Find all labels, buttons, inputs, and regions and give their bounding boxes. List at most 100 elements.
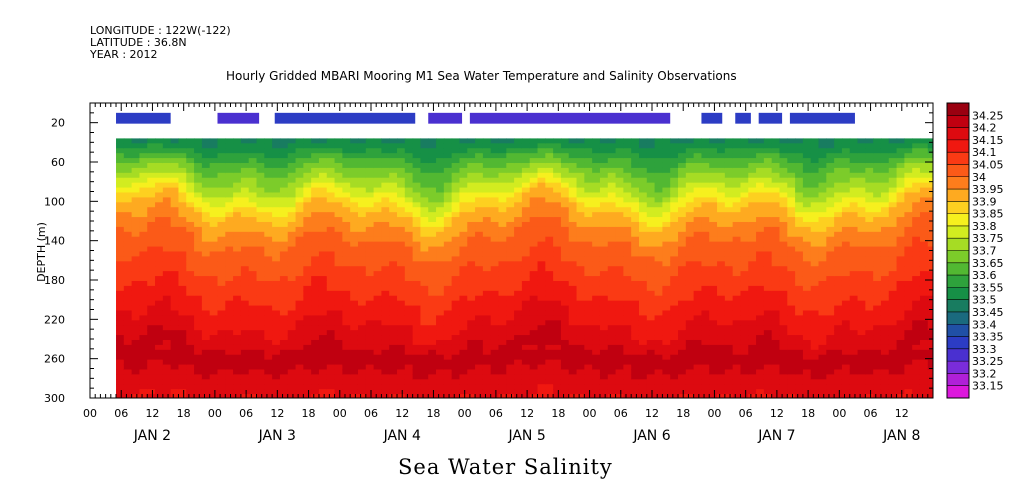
- heatmap-cell: [779, 221, 788, 228]
- heatmap-cell: [287, 389, 297, 395]
- heatmap-cell: [818, 315, 827, 321]
- heatmap-cell: [482, 241, 492, 248]
- heatmap-cell: [670, 167, 679, 174]
- heatmap-cell: [740, 207, 749, 213]
- heatmap-cell: [709, 226, 718, 233]
- heatmap-cell: [599, 315, 609, 321]
- heatmap-cell: [779, 138, 788, 144]
- heatmap-cell: [545, 236, 554, 243]
- heatmap-cell: [732, 182, 742, 189]
- heatmap-cell: [186, 384, 195, 390]
- heatmap-cell: [818, 280, 827, 287]
- heatmap-cell: [631, 172, 640, 179]
- heatmap-cell: [709, 290, 718, 297]
- heatmap-cell: [498, 280, 507, 287]
- heatmap-cell: [756, 305, 765, 312]
- heatmap-cell: [350, 369, 359, 375]
- heatmap-cell: [654, 207, 664, 213]
- heatmap-cell: [420, 384, 429, 390]
- heatmap-cell: [123, 221, 133, 228]
- heatmap-cell: [748, 285, 757, 292]
- heatmap-cell: [795, 177, 804, 184]
- heatmap-cell: [194, 197, 203, 203]
- heatmap-cell: [279, 374, 289, 380]
- heatmap-cell: [225, 167, 234, 174]
- heatmap-cell: [459, 251, 468, 257]
- heatmap-cell: [443, 394, 453, 398]
- heatmap-cell: [256, 369, 265, 375]
- heatmap-cell: [357, 315, 367, 321]
- heatmap-cell: [397, 315, 406, 321]
- heatmap-cell: [826, 182, 835, 189]
- heatmap-cell: [162, 335, 172, 341]
- heatmap-cell: [678, 310, 687, 316]
- heatmap-cell: [498, 325, 507, 331]
- heatmap-cell: [615, 320, 624, 326]
- heatmap-cell: [334, 290, 343, 297]
- heatmap-cell: [514, 290, 523, 297]
- heatmap-cell: [155, 364, 164, 371]
- heatmap-cell: [365, 315, 375, 321]
- heatmap-cell: [443, 315, 453, 321]
- heatmap-cell: [787, 369, 796, 375]
- heatmap-cell: [584, 236, 593, 243]
- heatmap-cell: [381, 394, 390, 398]
- heatmap-cell: [326, 295, 336, 302]
- heatmap-cell: [311, 280, 320, 287]
- heatmap-cell: [576, 310, 585, 316]
- heatmap-cell: [264, 167, 273, 174]
- heatmap-cell: [717, 167, 726, 174]
- heatmap-cell: [763, 207, 773, 213]
- heatmap-cell: [678, 143, 687, 149]
- heatmap-cell: [318, 182, 328, 189]
- heatmap-cell: [724, 177, 734, 184]
- heatmap-cell: [685, 217, 695, 223]
- heatmap-cell: [576, 374, 585, 380]
- heatmap-cell: [428, 202, 437, 208]
- heatmap-cell: [584, 394, 593, 398]
- heatmap-cell: [264, 192, 273, 198]
- heatmap-cell: [162, 202, 172, 208]
- heatmap-cell: [318, 295, 328, 302]
- heatmap-cell: [514, 374, 523, 380]
- heatmap-cell: [670, 221, 679, 228]
- heatmap-cell: [155, 369, 164, 375]
- heatmap-cell: [342, 389, 351, 395]
- heatmap-cell: [318, 379, 328, 385]
- heatmap-cell: [436, 256, 445, 262]
- heatmap-cell: [740, 315, 749, 321]
- heatmap-cell: [373, 212, 383, 218]
- heatmap-cell: [404, 295, 414, 302]
- heatmap-cell: [350, 300, 359, 307]
- heatmap-cell: [592, 158, 601, 164]
- heatmap-cell: [248, 359, 258, 366]
- heatmap-cell: [303, 138, 312, 144]
- heatmap-cell: [638, 320, 648, 326]
- heatmap-cell: [631, 256, 640, 262]
- heatmap-cell: [638, 207, 648, 213]
- heatmap-cell: [116, 221, 125, 228]
- heatmap-cell: [615, 266, 624, 272]
- heatmap-cell: [162, 349, 172, 356]
- heatmap-cell: [248, 148, 258, 154]
- heatmap-cell: [186, 138, 195, 144]
- heatmap-cell: [311, 246, 320, 253]
- heatmap-cell: [756, 280, 765, 287]
- heatmap-cell: [810, 354, 820, 361]
- heatmap-cell: [451, 221, 461, 228]
- heatmap-cell: [186, 339, 195, 346]
- heatmap-cell: [748, 315, 757, 321]
- heatmap-cell: [802, 374, 812, 380]
- heatmap-cell: [576, 276, 585, 282]
- heatmap-cell: [357, 305, 367, 312]
- heatmap-cell: [498, 276, 507, 282]
- heatmap-cell: [756, 394, 765, 398]
- heatmap-cell: [170, 364, 180, 371]
- heatmap-cell: [506, 153, 515, 159]
- heatmap-cell: [670, 246, 679, 253]
- heatmap-cell: [217, 172, 226, 179]
- heatmap-cell: [381, 221, 390, 228]
- heatmap-cell: [670, 325, 679, 331]
- heatmap-cell: [490, 226, 500, 233]
- heatmap-cell: [240, 374, 250, 380]
